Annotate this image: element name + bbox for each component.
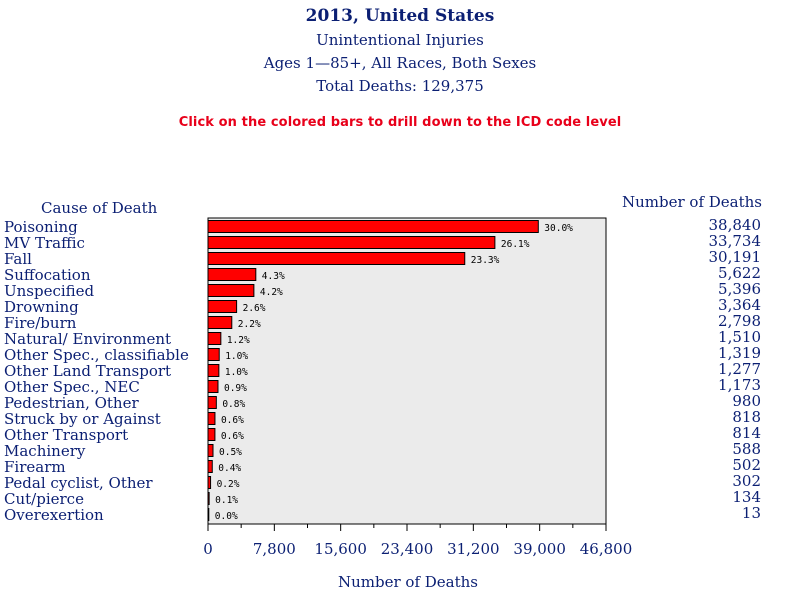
- percent-label: 4.2%: [260, 287, 283, 298]
- x-tick-label: 7,800: [253, 540, 296, 558]
- percent-label: 0.0%: [215, 511, 238, 522]
- category-label: Other Land Transport: [4, 362, 171, 380]
- bar[interactable]: [207, 396, 217, 409]
- death-count-label: 13: [742, 504, 761, 522]
- x-axis-label: Number of Deaths: [337, 573, 478, 591]
- percent-label: 0.5%: [219, 447, 242, 458]
- death-count-label: 502: [732, 456, 761, 474]
- death-count-label: 5,396: [718, 280, 761, 298]
- death-count-label: 814: [732, 424, 761, 442]
- death-count-label: 980: [732, 392, 761, 410]
- death-count-label: 30,191: [709, 248, 762, 266]
- plot-area: [207, 217, 607, 525]
- x-tick-label: 31,200: [447, 540, 500, 558]
- bar[interactable]: [207, 220, 539, 233]
- x-tick-label: 23,400: [381, 540, 434, 558]
- category-label: Other Transport: [4, 426, 128, 444]
- chart-subtitle-demographics: Ages 1—85+, All Races, Both Sexes: [263, 54, 537, 72]
- death-count-label: 1,319: [718, 344, 761, 362]
- percent-label: 0.9%: [224, 383, 247, 394]
- category-label: Struck by or Against: [4, 410, 161, 428]
- chart-subtitle-injury-type: Unintentional Injuries: [316, 31, 484, 49]
- bar[interactable]: [207, 380, 219, 393]
- death-count-label: 38,840: [709, 216, 762, 234]
- bar[interactable]: [207, 348, 220, 361]
- bar[interactable]: [207, 332, 222, 345]
- x-tick-label: 39,000: [513, 540, 566, 558]
- category-label: Unspecified: [4, 282, 95, 300]
- category-label: Pedal cyclist, Other: [4, 474, 153, 492]
- death-count-label: 588: [732, 440, 761, 458]
- death-count-label: 134: [732, 488, 761, 506]
- bar[interactable]: [207, 492, 210, 505]
- death-count-label: 5,622: [718, 264, 761, 282]
- category-label: Cut/pierce: [4, 490, 84, 508]
- category-label: Other Spec., NEC: [4, 378, 140, 396]
- death-count-label: 33,734: [709, 232, 762, 250]
- number-of-deaths-header: Number of Deaths: [621, 193, 762, 211]
- bar[interactable]: [207, 412, 216, 425]
- bar[interactable]: [207, 284, 255, 297]
- death-count-label: 2,798: [718, 312, 761, 330]
- percent-label: 0.6%: [221, 415, 244, 426]
- bar[interactable]: [207, 236, 496, 249]
- percent-label: 0.6%: [221, 431, 244, 442]
- bar[interactable]: [207, 428, 216, 441]
- category-label: Drowning: [4, 298, 79, 316]
- cause-of-death-header: Cause of Death: [41, 199, 158, 217]
- death-count-label: 3,364: [718, 296, 761, 314]
- drill-down-instruction: Click on the colored bars to drill down …: [178, 115, 622, 130]
- category-label: MV Traffic: [4, 234, 85, 252]
- death-count-label: 302: [732, 472, 761, 490]
- bar[interactable]: [207, 508, 210, 521]
- category-label: Firearm: [4, 458, 66, 476]
- x-tick-label: 46,800: [580, 540, 633, 558]
- bar[interactable]: [207, 476, 212, 489]
- category-label: Natural/ Environment: [4, 330, 171, 348]
- percent-label: 1.0%: [225, 351, 248, 362]
- bar[interactable]: [207, 316, 233, 329]
- bar[interactable]: [207, 252, 466, 265]
- bar[interactable]: [207, 364, 220, 377]
- percent-label: 0.4%: [218, 463, 241, 474]
- percent-label: 30.0%: [544, 223, 573, 234]
- category-label: Fall: [4, 250, 32, 268]
- death-count-label: 1,277: [718, 360, 761, 378]
- percent-label: 2.2%: [238, 319, 261, 330]
- percent-label: 26.1%: [501, 239, 530, 250]
- percent-label: 2.6%: [243, 303, 266, 314]
- chart-title: 2013, United States: [305, 6, 495, 26]
- percent-label: 4.3%: [262, 271, 285, 282]
- bar[interactable]: [207, 460, 213, 473]
- category-label: Other Spec., classifiable: [4, 346, 189, 364]
- category-label: Poisoning: [4, 218, 78, 236]
- death-count-label: 818: [732, 408, 761, 426]
- death-count-label: 1,510: [718, 328, 761, 346]
- percent-label: 0.8%: [222, 399, 245, 410]
- bar[interactable]: [207, 300, 238, 313]
- category-label: Suffocation: [4, 266, 91, 284]
- bar[interactable]: [207, 444, 214, 457]
- percent-label: 0.1%: [215, 495, 238, 506]
- percent-label: 1.2%: [227, 335, 250, 346]
- category-label: Pedestrian, Other: [4, 394, 139, 412]
- category-label: Fire/burn: [4, 314, 77, 332]
- category-label: Overexertion: [4, 506, 104, 524]
- bar[interactable]: [207, 268, 257, 281]
- percent-label: 23.3%: [471, 255, 500, 266]
- percent-label: 1.0%: [225, 367, 248, 378]
- x-tick-label: 15,600: [314, 540, 367, 558]
- chart-subtitle-total-deaths: Total Deaths: 129,375: [316, 77, 484, 95]
- category-label: Machinery: [4, 442, 86, 460]
- x-tick-label: 0: [203, 540, 213, 558]
- percent-label: 0.2%: [217, 479, 240, 490]
- death-count-label: 1,173: [718, 376, 761, 394]
